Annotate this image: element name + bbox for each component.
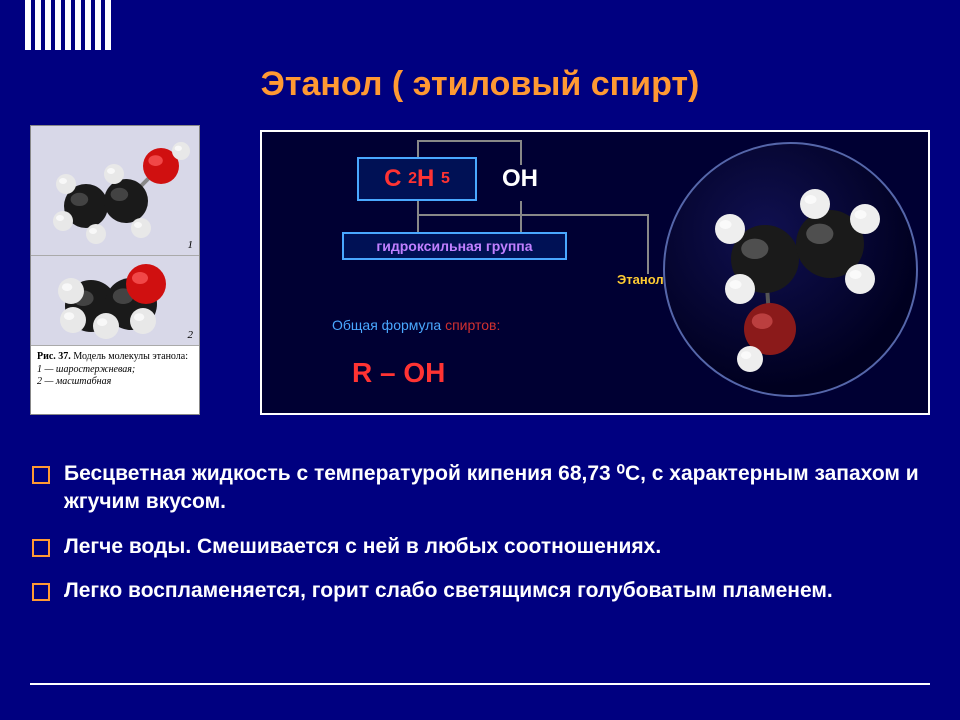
- oh-label: OH: [502, 165, 538, 193]
- hydroxyl-box: гидроксильная группа: [342, 232, 567, 260]
- formula-c2h5: C 2H 5: [357, 157, 477, 201]
- connector: [647, 214, 649, 274]
- ethanol-label: Этанол: [617, 272, 664, 287]
- connector: [520, 201, 522, 232]
- model-spacefill: 2: [31, 256, 199, 346]
- bullet-item: Легче воды. Смешивается с ней в любых со…: [32, 533, 920, 561]
- general-formula-label: Общая формула спиртов:: [332, 317, 500, 333]
- left-figure: 1 2 Рис. 37. Модель молекулы этанола: 1 …: [30, 125, 200, 415]
- fig-label-2: 2: [188, 329, 194, 341]
- model-ballstick: 1: [31, 126, 199, 256]
- bullet-list: Бесцветная жидкость с температурой кипен…: [32, 460, 920, 621]
- barcode-decoration: [25, 0, 111, 50]
- molecule-3d-view: [663, 142, 918, 397]
- diagram-panel: C 2H 5 OH гидроксильная группа Этанол Об…: [260, 130, 930, 415]
- connector: [417, 140, 520, 142]
- roh-formula: R – OH: [352, 357, 445, 389]
- slide-title: Этанол ( этиловый спирт): [0, 65, 960, 104]
- bullet-item: Легко воспламеняется, горит слабо светящ…: [32, 577, 920, 605]
- bullet-item: Бесцветная жидкость с температурой кипен…: [32, 460, 920, 517]
- connector: [417, 201, 419, 232]
- figure-caption: Рис. 37. Модель молекулы этанола: 1 — ша…: [31, 346, 199, 394]
- bottom-rule: [30, 683, 930, 685]
- fig-label-1: 1: [188, 239, 194, 251]
- connector: [520, 140, 522, 165]
- connector: [417, 140, 419, 157]
- connector: [417, 214, 647, 216]
